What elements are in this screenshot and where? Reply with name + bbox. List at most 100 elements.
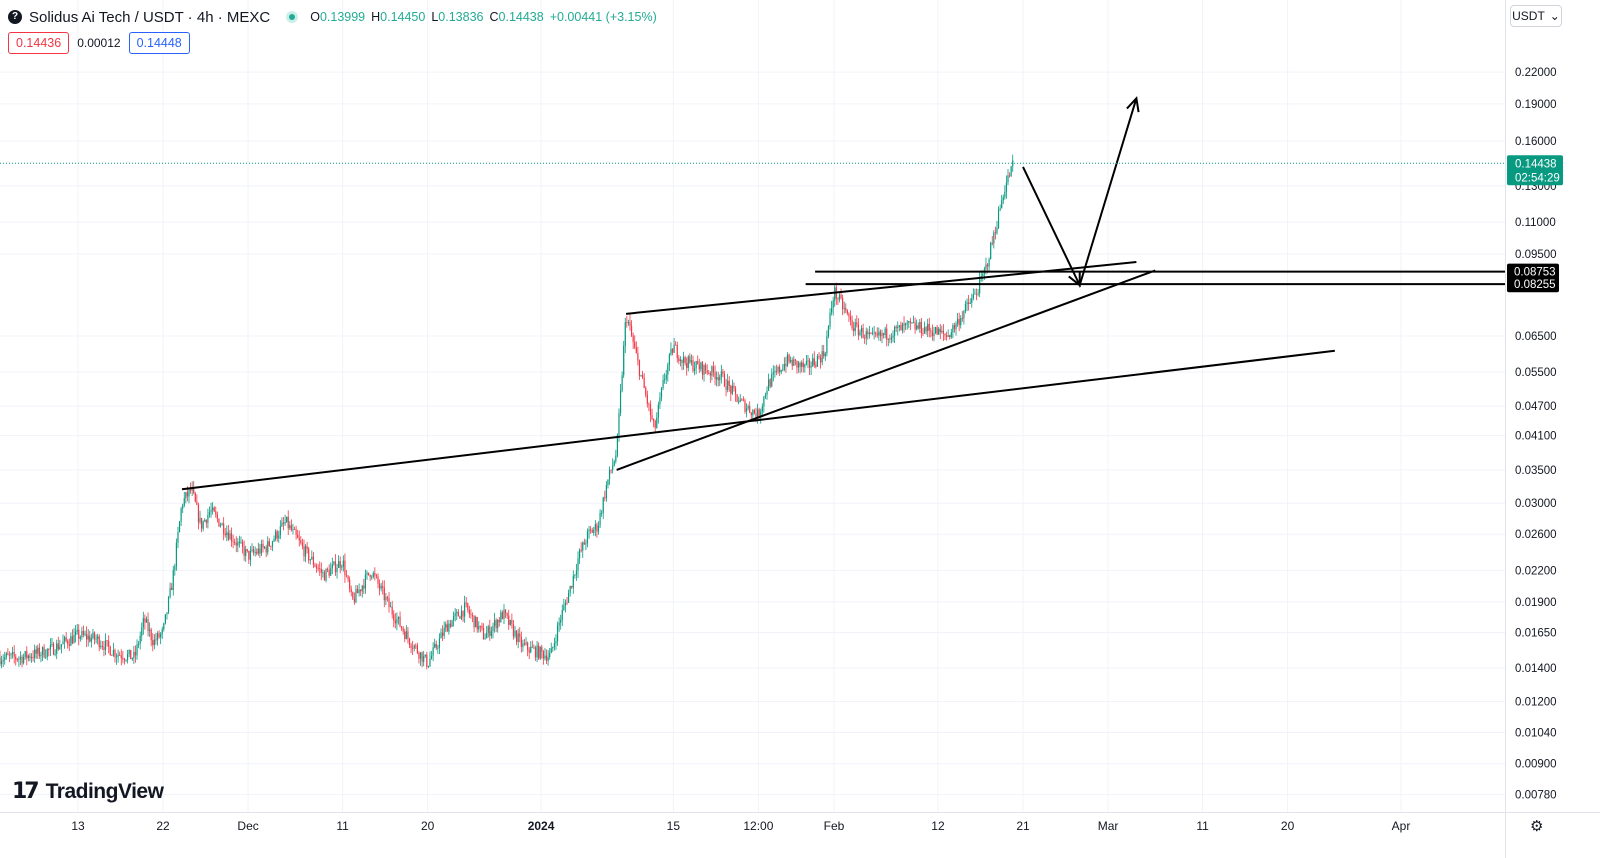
candle-body	[879, 331, 882, 337]
candle-body	[95, 638, 97, 640]
candle-body	[963, 311, 965, 319]
candle-body	[454, 613, 456, 616]
candle-body	[462, 610, 464, 617]
tradingview-logo[interactable]: 17 TradingView	[12, 779, 164, 804]
candle-body	[616, 434, 618, 456]
candle-body	[975, 293, 978, 295]
candle-body	[642, 374, 644, 378]
price-tick-label: 0.02200	[1515, 565, 1557, 577]
candle-body	[626, 322, 628, 323]
drawing-layer	[181, 96, 1505, 491]
candle-body	[136, 644, 138, 656]
candle-body	[202, 521, 204, 529]
candle-body	[848, 313, 850, 317]
candle-body	[964, 303, 967, 312]
candle-body	[903, 323, 905, 326]
candle-body	[360, 589, 362, 592]
candle-body	[43, 647, 45, 658]
candle-body	[78, 629, 80, 639]
candle-body	[618, 413, 620, 435]
candle-body	[560, 619, 562, 623]
spread-value: 0.00012	[77, 36, 121, 50]
candle-body	[723, 374, 726, 387]
candle-body	[63, 637, 66, 642]
candle-body	[338, 561, 340, 568]
candle-body	[922, 333, 924, 335]
candle-body	[432, 647, 434, 656]
candle-body	[375, 575, 378, 577]
candle-body	[760, 411, 762, 418]
time-tick-label: Feb	[824, 819, 845, 833]
tradingview-mark-icon: 17	[12, 779, 40, 804]
candle-body	[158, 633, 160, 638]
candle-body	[749, 406, 751, 413]
candle-body	[223, 523, 225, 534]
candle-body	[582, 542, 584, 551]
candle-body	[273, 538, 275, 542]
candle-body	[601, 512, 603, 514]
candle-body	[259, 548, 261, 554]
candle-body	[931, 331, 933, 336]
buy-price-button[interactable]: 0.14448	[128, 32, 190, 54]
candle-body	[834, 287, 836, 301]
candle-body	[796, 360, 798, 368]
coin-logo-icon[interactable]: ?	[8, 10, 22, 24]
candle-body	[60, 644, 63, 647]
candle-body	[882, 333, 885, 335]
candle-body	[52, 643, 55, 655]
candle-body	[653, 419, 655, 422]
candle-body	[643, 377, 645, 389]
candle-body	[900, 325, 902, 331]
candle-body	[599, 513, 601, 526]
symbol-title[interactable]: Solidus Ai Tech / USDT · 4h · MEXC	[29, 8, 271, 26]
candle-body	[706, 370, 708, 374]
candle-body	[293, 529, 296, 530]
candle-body	[319, 568, 321, 570]
candle-body	[831, 308, 833, 313]
candle-body	[853, 328, 855, 331]
candle-body	[134, 651, 137, 656]
candle-body	[821, 351, 823, 363]
candle-body	[816, 356, 819, 367]
candle-body	[988, 259, 990, 267]
candle-body	[371, 576, 373, 578]
candle-body	[323, 572, 326, 581]
candle-body	[812, 358, 814, 367]
sell-price-button[interactable]: 0.14436	[8, 32, 70, 54]
candle-body	[364, 574, 366, 589]
candle-body	[388, 597, 390, 607]
candle-body	[487, 626, 489, 633]
time-tick-label: Dec	[237, 819, 258, 833]
gear-icon[interactable]: ⚙	[1530, 818, 1544, 835]
candle-body	[86, 633, 88, 640]
candle-body	[153, 639, 155, 646]
candle-body	[908, 321, 910, 323]
candle-body	[295, 529, 297, 535]
market-status-icon[interactable]	[286, 11, 299, 23]
candle-body	[68, 644, 70, 646]
price-tick-label: 0.01040	[1515, 727, 1557, 739]
time-tick-label: 22	[156, 819, 170, 833]
candle-body	[925, 327, 927, 332]
candle-body	[57, 643, 59, 650]
candle-body	[271, 541, 274, 547]
candle-body	[155, 639, 157, 641]
currency-button[interactable]: USDT ⌄	[1510, 5, 1562, 27]
candle-body	[449, 623, 452, 627]
candle-body	[645, 388, 647, 395]
candle-body	[430, 655, 433, 659]
candle-body	[24, 651, 26, 657]
candle-body	[797, 362, 800, 368]
candle-body	[772, 372, 774, 375]
price-tick-label: 0.00900	[1515, 759, 1557, 771]
candle-body	[126, 654, 129, 660]
candle-body	[130, 649, 132, 660]
candle-body	[705, 365, 707, 371]
candle-body	[711, 366, 713, 376]
candle-body	[312, 556, 315, 565]
candle-body	[860, 328, 863, 332]
candle-body	[62, 641, 64, 645]
candle-body	[761, 406, 763, 412]
candle-body	[671, 348, 674, 353]
